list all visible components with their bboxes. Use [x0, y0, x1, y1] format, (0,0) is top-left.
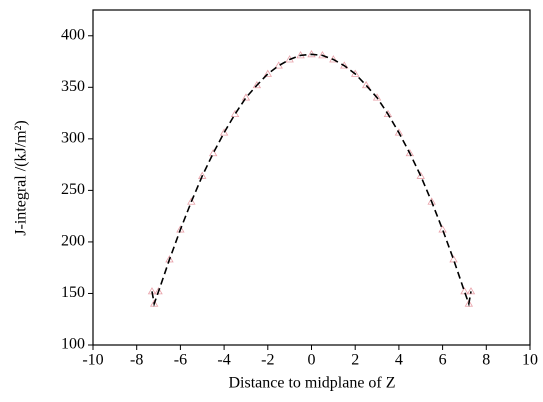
marker	[449, 255, 458, 263]
y-tick-label: 250	[61, 181, 85, 198]
marker	[263, 69, 272, 77]
y-tick-label: 100	[61, 336, 85, 353]
x-tick-label: -8	[130, 352, 143, 369]
marker	[241, 93, 251, 101]
y-axis-label: J-integral /(kJ/m²)	[13, 120, 30, 235]
y-tick-label: 350	[61, 78, 85, 95]
x-tick-label: -4	[217, 352, 230, 369]
marker	[464, 299, 474, 307]
marker	[383, 109, 393, 118]
marker	[329, 55, 338, 63]
marker	[416, 171, 425, 179]
y-tick-label: 150	[61, 284, 85, 301]
x-axis-label: Distance to midplane of Z	[228, 375, 395, 392]
marker	[361, 80, 371, 89]
marker	[176, 225, 185, 233]
marker	[372, 93, 382, 101]
marker	[187, 197, 196, 205]
marker	[230, 109, 240, 118]
marker	[405, 148, 415, 157]
x-tick-label: 2	[351, 352, 359, 369]
x-tick-label: -6	[174, 352, 187, 369]
marker	[208, 148, 218, 157]
marker	[438, 225, 447, 233]
x-tick-label: 6	[439, 352, 447, 369]
marker	[154, 287, 163, 295]
y-tick-label: 200	[61, 233, 85, 250]
marker	[198, 171, 207, 179]
marker	[252, 80, 262, 89]
data-line	[151, 53, 472, 307]
x-tick-label: 4	[395, 352, 403, 369]
plot-frame	[92, 9, 531, 346]
marker	[460, 287, 469, 295]
marker	[427, 197, 436, 205]
marker	[466, 287, 476, 295]
marker	[219, 128, 229, 136]
y-tick-label: 300	[61, 130, 85, 147]
x-tick-label: -10	[82, 352, 103, 369]
marker	[318, 51, 327, 59]
x-tick-label: 0	[308, 352, 316, 369]
x-tick-label: -2	[261, 352, 274, 369]
marker	[165, 255, 174, 263]
x-tick-label: 8	[482, 352, 490, 369]
marker	[394, 128, 404, 136]
x-tick-label: 10	[522, 352, 538, 369]
y-tick-label: 400	[61, 26, 85, 43]
marker	[149, 299, 159, 307]
